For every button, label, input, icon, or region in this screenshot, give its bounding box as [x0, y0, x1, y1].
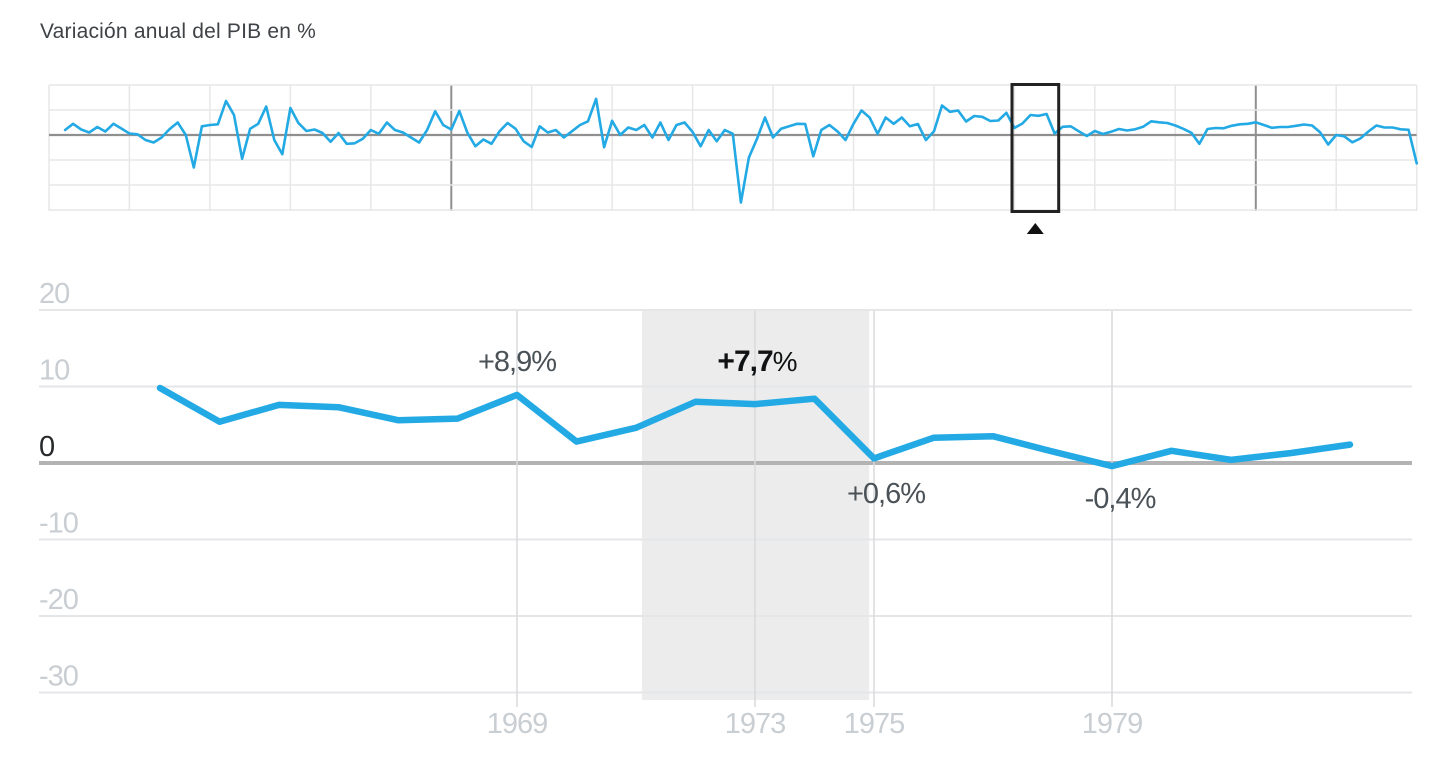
overview-chart [48, 83, 1418, 234]
selection-marker-triangle-icon[interactable] [1026, 223, 1044, 234]
x-tick-label: 1975 [844, 708, 905, 740]
detail-gdp-line [156, 384, 1354, 470]
annotation-label: +7,7% [717, 345, 796, 378]
selection-box[interactable] [1010, 83, 1061, 213]
overview-gdp-line [63, 97, 1418, 204]
x-tick-label: 1969 [487, 708, 548, 740]
y-tick-label: 0 [39, 431, 54, 463]
x-tick-label: 1973 [725, 708, 786, 740]
detail-chart: 20 10 0 -10 -20 -30 1969 1973 1975 1979 +8,9% +7,7%… [39, 278, 1412, 740]
y-tick-label: -20 [39, 584, 78, 616]
annotation-label: +0,6% [847, 478, 925, 510]
x-tick-label: 1979 [1082, 708, 1143, 740]
annotation-label: +8,9% [478, 346, 556, 378]
annotation-label: -0,4% [1085, 483, 1156, 515]
y-tick-label: -30 [39, 661, 78, 693]
y-tick-label: 20 [39, 278, 69, 310]
y-tick-label: -10 [39, 508, 78, 540]
y-tick-label: 10 [39, 355, 69, 387]
chart-title: Variación anual del PIB en % [40, 20, 317, 43]
